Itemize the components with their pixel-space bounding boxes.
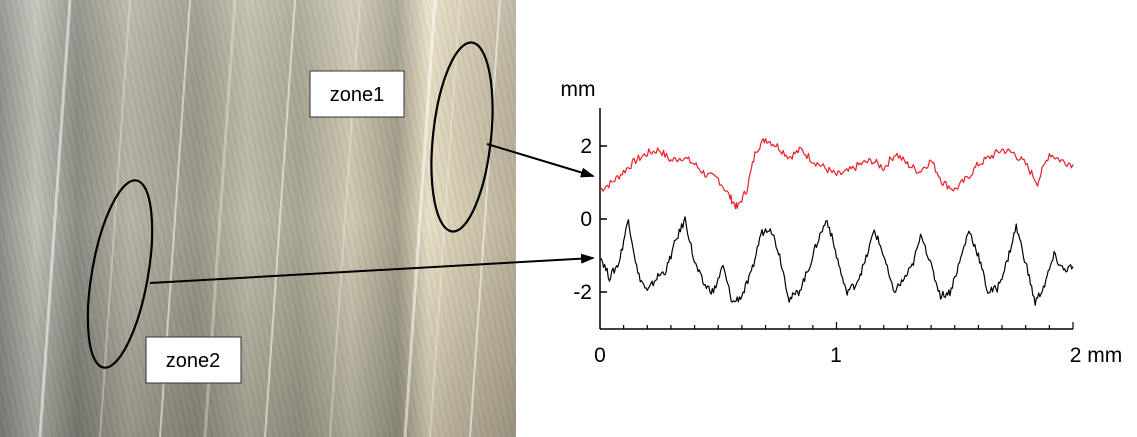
- photo-ridge: [469, 0, 501, 437]
- zone1-ellipse: [430, 41, 494, 233]
- zone2-label: zone2: [166, 350, 221, 372]
- photo-ridge: [429, 0, 461, 437]
- x-tick-label: 2 mm: [1070, 344, 1123, 367]
- photo-ridge: [403, 0, 437, 437]
- zone2-arrow: [149, 253, 595, 284]
- x-tick-label: 0: [594, 344, 606, 367]
- photo-ridge: [264, 0, 296, 437]
- zone1-label-box: [309, 70, 405, 118]
- surface-photo: [0, 0, 516, 437]
- zone2-label-box: [145, 336, 242, 384]
- profile-chart: 2 0 -2 0 1 2 mm mm: [561, 78, 1123, 367]
- zone2-ellipse: [86, 179, 154, 369]
- x-tick-label: 1: [830, 344, 842, 367]
- y-axis-label: mm: [561, 78, 596, 101]
- zone2-annotation: zone2: [86, 179, 242, 384]
- zone1-label: zone1: [330, 84, 385, 106]
- y-tick-label: -2: [573, 281, 592, 304]
- zone1-arrow: [486, 143, 595, 178]
- series-line-2: [599, 216, 1074, 306]
- zone1-annotation: zone1: [309, 41, 494, 233]
- series-line-1: [599, 138, 1074, 210]
- y-tick-label: 2: [580, 135, 592, 158]
- photo-ridge: [38, 0, 72, 437]
- y-tick-label: 0: [580, 208, 592, 231]
- photo-ridge: [99, 0, 131, 437]
